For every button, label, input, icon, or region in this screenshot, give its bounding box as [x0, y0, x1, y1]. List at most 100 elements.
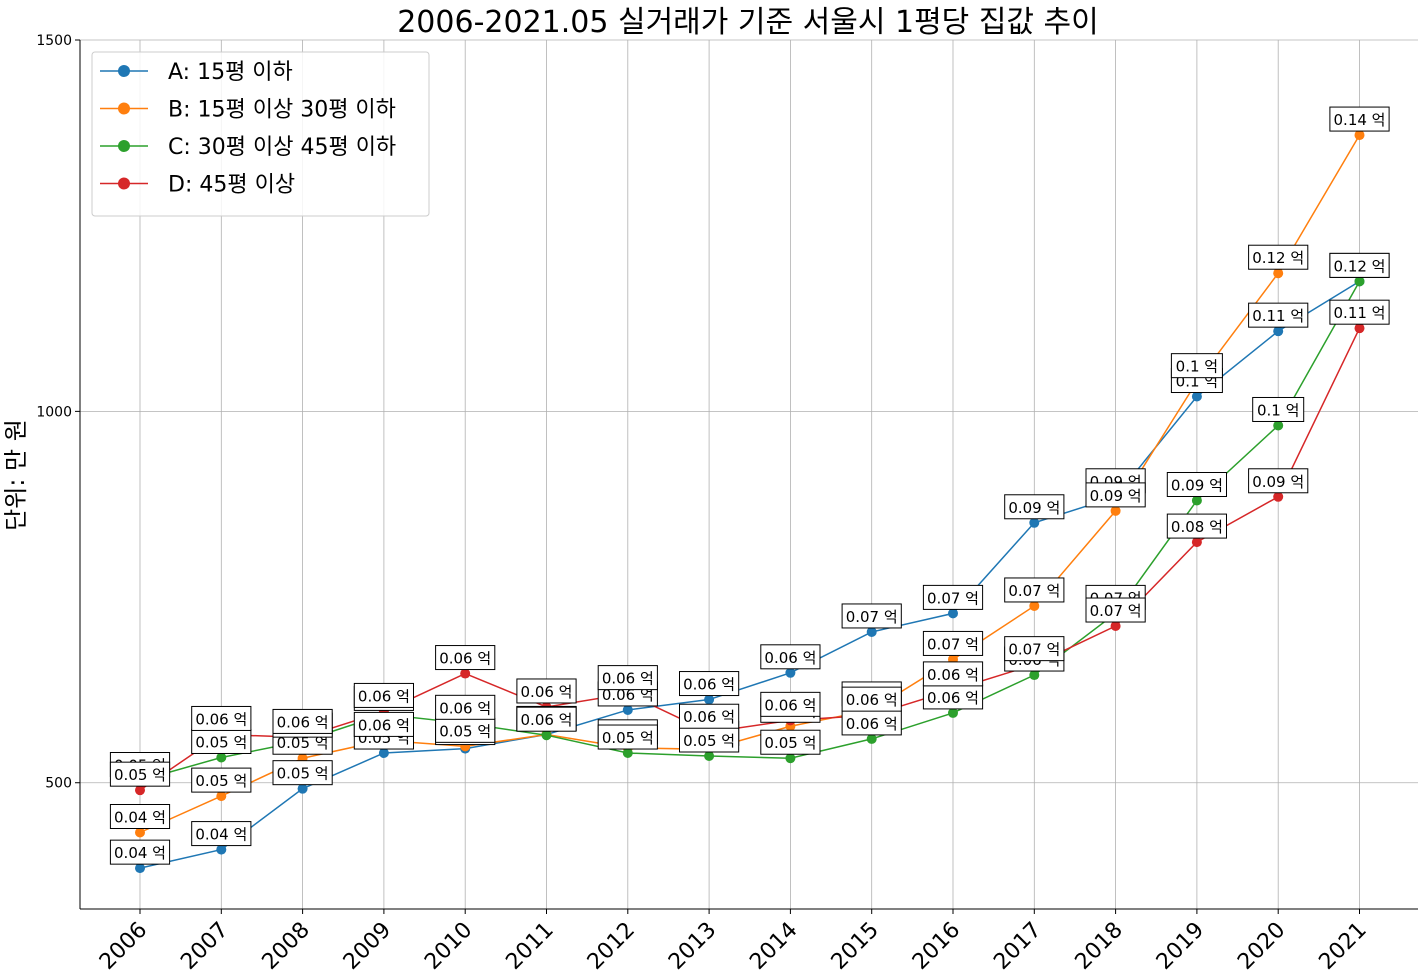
data-point — [216, 752, 227, 763]
data-label-text: 0.06 억 — [602, 670, 654, 688]
data-label: 0.04 억 — [109, 803, 171, 829]
data-label-text: 0.09 억 — [1008, 499, 1060, 517]
x-tick-label: 2020 — [1233, 918, 1290, 975]
data-point — [1029, 600, 1040, 611]
data-label-box — [597, 724, 658, 750]
data-label-box — [679, 703, 740, 729]
data-point — [1273, 326, 1284, 337]
data-label-box — [516, 678, 577, 704]
y-tick-label: 500 — [45, 776, 72, 792]
data-label: 0.06 억 — [435, 645, 496, 671]
data-label-box — [272, 760, 333, 786]
data-point — [704, 694, 715, 705]
data-label: 0.06 억 — [760, 644, 821, 670]
data-label-box — [1170, 353, 1223, 379]
data-label: 0.09 억 — [1085, 482, 1146, 508]
legend-item: D: 45평 이상 — [100, 173, 295, 198]
data-label: 0.12 억 — [1329, 252, 1390, 278]
data-label-text: 0.1 억 — [1176, 358, 1218, 376]
data-label-box — [922, 584, 984, 610]
data-label-text: 0.11 억 — [1334, 304, 1386, 322]
data-label-box — [516, 706, 577, 732]
data-label: 0.06 억 — [679, 671, 740, 697]
legend-label: C: 30평 이상 45평 이하 — [168, 135, 396, 160]
data-point — [378, 748, 389, 759]
data-label-box — [760, 691, 821, 717]
data-label-text: 0.06 억 — [764, 696, 816, 714]
data-label-box — [191, 821, 252, 847]
data-label-box — [597, 665, 658, 691]
data-label-text: 0.06 억 — [521, 683, 573, 701]
data-point — [135, 863, 145, 874]
data-point — [866, 733, 877, 744]
chart-title: 2006-2021.05 실거래가 기준 서울시 1평당 집값 추이 — [397, 5, 1099, 40]
data-label-box — [191, 728, 252, 754]
data-label: 0.06 억 — [922, 684, 984, 710]
data-point — [866, 626, 877, 637]
x-tick-label: 2014 — [745, 918, 802, 975]
data-label: 0.06 억 — [597, 665, 658, 691]
data-label-text: 0.05 억 — [683, 732, 735, 750]
data-point — [1029, 670, 1040, 681]
data-point — [1273, 268, 1284, 279]
data-point — [297, 783, 308, 794]
x-tick-label: 2013 — [664, 918, 721, 975]
data-point — [948, 707, 958, 718]
data-label-text: 0.05 억 — [764, 734, 816, 752]
data-label-text: 0.06 억 — [195, 710, 247, 728]
data-label-box — [1166, 471, 1228, 497]
data-label-text: 0.06 억 — [439, 650, 491, 668]
data-label-text: 0.04 억 — [114, 808, 166, 826]
data-point — [1354, 130, 1365, 141]
data-label: 0.12 억 — [1248, 244, 1309, 270]
data-point — [622, 748, 633, 759]
x-tick-label: 2011 — [501, 918, 558, 975]
data-point — [1191, 537, 1202, 548]
x-tick-label: 2012 — [583, 918, 640, 975]
data-label: 0.05 억 — [597, 724, 658, 750]
data-label-text: 0.06 억 — [683, 708, 735, 726]
data-label-box — [679, 671, 740, 697]
data-labels-layer: 0.04 억0.04 억0.05 억0.05 억0.05 억0.06 억0.06… — [109, 106, 1390, 865]
data-label: 0.07 억 — [1085, 597, 1146, 623]
data-label: 0.05 억 — [435, 717, 496, 743]
data-label: 0.04 억 — [109, 839, 171, 865]
data-label: 0.05 억 — [272, 760, 333, 786]
data-label-box — [191, 705, 252, 731]
data-label-text: 0.08 억 — [1171, 518, 1223, 536]
data-label: 0.06 억 — [760, 691, 821, 717]
data-label: 0.05 억 — [191, 728, 252, 754]
data-label-text: 0.06 억 — [927, 689, 979, 707]
data-label-box — [922, 661, 984, 687]
data-label-box — [679, 727, 740, 753]
data-label-box — [1248, 468, 1309, 494]
legend-marker — [118, 102, 130, 115]
data-label-box — [1248, 244, 1309, 270]
data-point — [622, 704, 633, 715]
legend-marker — [118, 177, 130, 190]
data-label: 0.05 억 — [679, 727, 740, 753]
data-label-box — [272, 708, 333, 734]
data-point — [1110, 621, 1121, 632]
legend-label: B: 15평 이상 30평 이하 — [168, 98, 396, 123]
data-label-text: 0.05 억 — [277, 765, 329, 783]
data-label: 0.14 억 — [1329, 106, 1390, 132]
data-point — [1191, 495, 1202, 506]
data-label-box — [1252, 396, 1305, 422]
data-label-box — [1085, 597, 1146, 623]
data-label-text: 0.06 억 — [358, 687, 410, 705]
data-label-box — [1166, 513, 1228, 539]
legend-item: C: 30평 이상 45평 이하 — [100, 135, 396, 160]
legend-label: D: 45평 이상 — [168, 173, 295, 198]
data-label-box — [841, 686, 902, 712]
data-label-box — [841, 603, 902, 629]
data-label: 0.06 억 — [353, 711, 414, 737]
data-label-text: 0.06 억 — [683, 676, 735, 694]
data-point — [785, 753, 796, 764]
data-point — [785, 667, 796, 678]
x-tick-label: 2015 — [827, 918, 884, 975]
data-label: 0.05 억 — [760, 729, 821, 755]
data-label-text: 0.07 억 — [846, 608, 898, 626]
data-label-text: 0.09 억 — [1252, 473, 1304, 491]
data-point — [704, 750, 715, 761]
